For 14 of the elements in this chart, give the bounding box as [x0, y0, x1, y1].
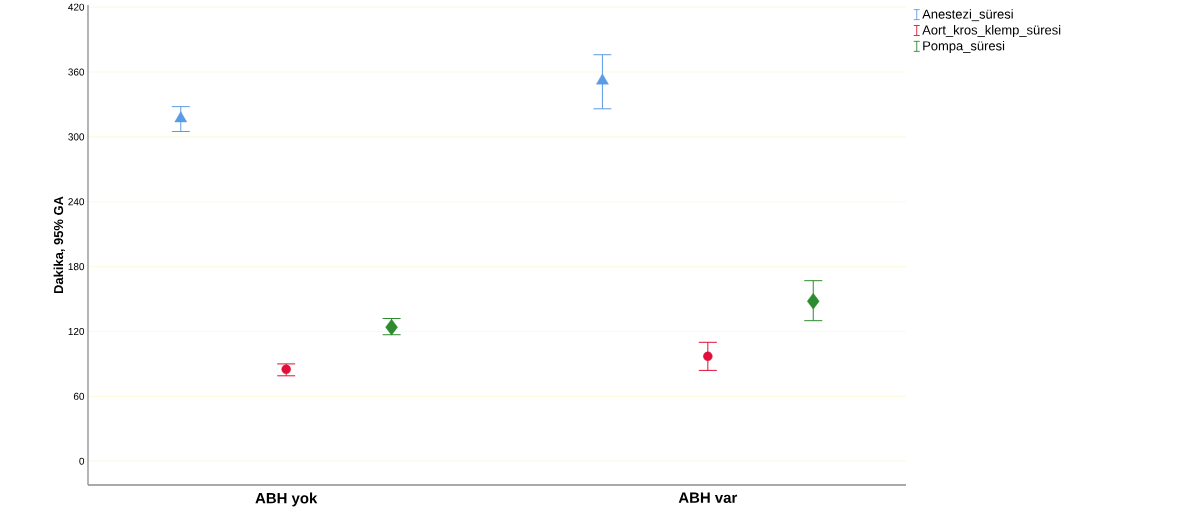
x-tick-label: ABH var [678, 492, 738, 503]
y-axis-title: Dakika, 95% GA [53, 196, 66, 294]
y-tick-label: 120 [68, 327, 85, 336]
legend-label: Anestezi_süresi [922, 9, 1013, 22]
y-tick-label: 180 [68, 263, 85, 271]
y-tick-label: 420 [68, 3, 85, 11]
y-tick-label: 0 [79, 457, 85, 465]
y-tick-label: 360 [68, 68, 85, 76]
y-tick-label: 240 [68, 198, 85, 206]
y-tick-label: 60 [73, 392, 85, 400]
legend-label: Aort_kros_klemp_süresi [922, 25, 1061, 38]
y-tick-label: 300 [68, 133, 85, 141]
legend-label: Pompa_süresi [923, 40, 1005, 53]
x-tick-label: ABH yok [255, 492, 318, 507]
